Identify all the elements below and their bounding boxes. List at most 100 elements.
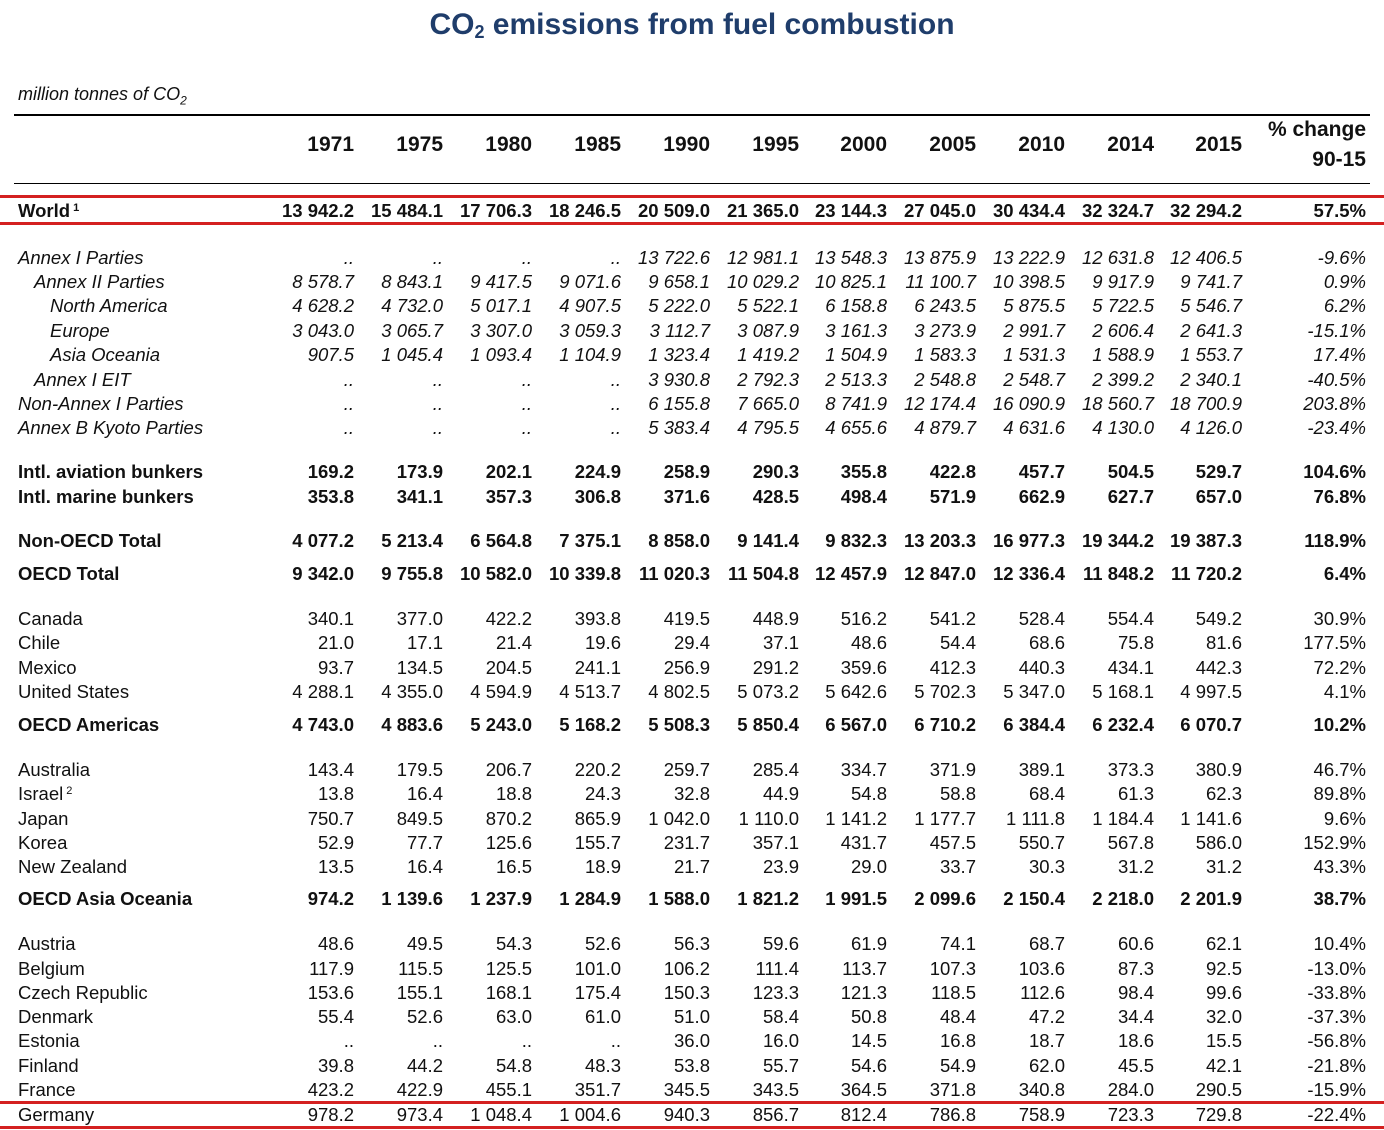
cell-1995: 3 087.9 bbox=[737, 320, 799, 341]
cell-2005: 13 203.3 bbox=[903, 530, 976, 551]
cell-2010: 2 150.4 bbox=[1003, 888, 1065, 909]
cell-1980: 10 582.0 bbox=[459, 563, 532, 584]
cell-2015: 5 546.7 bbox=[1180, 295, 1242, 316]
cell-1980: 17 706.3 bbox=[459, 200, 532, 221]
row-label: United States bbox=[18, 681, 129, 703]
row-label: North America bbox=[50, 295, 168, 317]
year-header-2005: 2005 bbox=[929, 133, 976, 156]
cell-change: 30.9% bbox=[1313, 608, 1366, 629]
cell-1980: 6 564.8 bbox=[470, 530, 532, 551]
footnote-marker: 1 bbox=[70, 202, 80, 214]
cell-1975: 52.6 bbox=[406, 1006, 443, 1027]
cell-2000: 61.9 bbox=[850, 933, 887, 954]
cell-1995: 5 073.2 bbox=[737, 681, 799, 702]
cell-2005: 13 875.9 bbox=[903, 247, 976, 268]
cell-2010: 10 398.5 bbox=[992, 271, 1065, 292]
cell-1990: 371.6 bbox=[663, 486, 710, 507]
row-label: Korea bbox=[18, 832, 67, 854]
cell-1995: 7 665.0 bbox=[737, 393, 799, 414]
cell-1990: 259.7 bbox=[663, 759, 710, 780]
cell-1971: .. bbox=[343, 393, 354, 414]
cell-1971: 8 578.7 bbox=[292, 271, 354, 292]
cell-2000: 9 832.3 bbox=[825, 530, 887, 551]
row-label: France bbox=[18, 1079, 76, 1101]
cell-1990: 106.2 bbox=[663, 958, 710, 979]
row-label: Belgium bbox=[18, 958, 85, 980]
row-label-text: Intl. aviation bunkers bbox=[18, 461, 204, 482]
cell-2010: 340.8 bbox=[1018, 1079, 1065, 1100]
cell-1971: 9 342.0 bbox=[292, 563, 354, 584]
cell-2010: 457.7 bbox=[1018, 461, 1065, 482]
year-header-1995: 1995 bbox=[752, 133, 799, 156]
cell-2005: 118.5 bbox=[931, 982, 976, 1003]
cell-2014: 4 130.0 bbox=[1092, 417, 1154, 438]
row-label: Estonia bbox=[18, 1030, 80, 1052]
cell-1995: 856.7 bbox=[752, 1104, 799, 1125]
cell-1975: 1 139.6 bbox=[381, 888, 443, 909]
cell-1985: 10 339.8 bbox=[548, 563, 621, 584]
cell-change: 10.4% bbox=[1313, 933, 1366, 954]
cell-1980: 870.2 bbox=[485, 808, 532, 829]
cell-2015: 19 387.3 bbox=[1169, 530, 1242, 551]
cell-1985: 19.6 bbox=[584, 632, 621, 653]
cell-1971: 974.2 bbox=[307, 888, 354, 909]
cell-2005: 457.5 bbox=[929, 832, 976, 853]
cell-2005: 11 100.7 bbox=[905, 271, 976, 292]
cell-2010: 68.4 bbox=[1028, 783, 1065, 804]
cell-2014: 31.2 bbox=[1117, 856, 1154, 877]
cell-2010: 30.3 bbox=[1028, 856, 1065, 877]
cell-1995: 4 795.5 bbox=[737, 417, 799, 438]
year-header-1980: 1980 bbox=[485, 133, 532, 156]
cell-2015: 529.7 bbox=[1195, 461, 1242, 482]
cell-1995: 5 522.1 bbox=[737, 295, 799, 316]
cell-2000: 12 457.9 bbox=[814, 563, 887, 584]
table-row: Canada 340.1 377.0 422.2 393.8 419.5 448.9 516.… bbox=[0, 608, 1384, 632]
cell-2005: 12 174.4 bbox=[903, 393, 976, 414]
cell-1971: .. bbox=[343, 369, 354, 390]
table-row: Annex I Parties........ 13 722.6 12 981.1 1… bbox=[0, 247, 1384, 271]
cell-2015: 12 406.5 bbox=[1169, 247, 1242, 268]
cell-1980: 63.0 bbox=[495, 1006, 532, 1027]
cell-1980: 16.5 bbox=[495, 856, 532, 877]
row-label-text: Annex I Parties bbox=[18, 247, 144, 268]
cell-1985: 175.4 bbox=[574, 982, 621, 1003]
cell-2014: 5 722.5 bbox=[1092, 295, 1154, 316]
cell-2010: 5 875.5 bbox=[1003, 295, 1065, 316]
row-label: OECD Americas bbox=[18, 714, 159, 736]
cell-1995: 23.9 bbox=[762, 856, 799, 877]
cell-1990: 3 112.7 bbox=[649, 320, 710, 341]
table-row: Non-OECD Total 4 077.2 5 213.4 6 564.8 7 375… bbox=[0, 530, 1384, 554]
cell-2014: 60.6 bbox=[1117, 933, 1154, 954]
cell-2010: 68.7 bbox=[1028, 933, 1065, 954]
cell-1990: 5 222.0 bbox=[648, 295, 710, 316]
cell-1980: 54.3 bbox=[495, 933, 532, 954]
page-title: CO2 emissions from fuel combustion bbox=[0, 8, 1384, 43]
cell-1985: 1 104.9 bbox=[559, 344, 621, 365]
cell-1990: 36.0 bbox=[673, 1030, 710, 1051]
cell-1980: 1 048.4 bbox=[470, 1104, 532, 1125]
cell-1980: 54.8 bbox=[495, 1055, 532, 1076]
row-label-text: Annex I EIT bbox=[34, 369, 131, 390]
row-label: Intl. aviation bunkers bbox=[18, 461, 203, 483]
cell-2015: 32 294.2 bbox=[1169, 200, 1242, 221]
row-label: Czech Republic bbox=[18, 982, 148, 1004]
cell-2015: 4 126.0 bbox=[1180, 417, 1242, 438]
cell-2014: 627.7 bbox=[1107, 486, 1154, 507]
cell-2014: 6 232.4 bbox=[1092, 714, 1154, 735]
cell-2014: 567.8 bbox=[1107, 832, 1154, 853]
cell-2005: 371.8 bbox=[929, 1079, 976, 1100]
row-label: Asia Oceania bbox=[50, 344, 160, 366]
cell-1971: 750.7 bbox=[307, 808, 354, 829]
cell-2010: 16 977.3 bbox=[992, 530, 1065, 551]
row-label-text: OECD Americas bbox=[18, 714, 160, 735]
cell-2014: 45.5 bbox=[1117, 1055, 1154, 1076]
cell-1990: 56.3 bbox=[673, 933, 710, 954]
cell-2000: 334.7 bbox=[840, 759, 887, 780]
cell-2010: 18.7 bbox=[1028, 1030, 1065, 1051]
cell-1980: 357.3 bbox=[485, 486, 532, 507]
cell-1971: 13 942.2 bbox=[281, 200, 354, 221]
cell-1971: 340.1 bbox=[307, 608, 354, 629]
year-header-2010: 2010 bbox=[1018, 133, 1065, 156]
cell-change: 152.9% bbox=[1303, 832, 1366, 853]
cell-1995: 343.5 bbox=[752, 1079, 799, 1100]
